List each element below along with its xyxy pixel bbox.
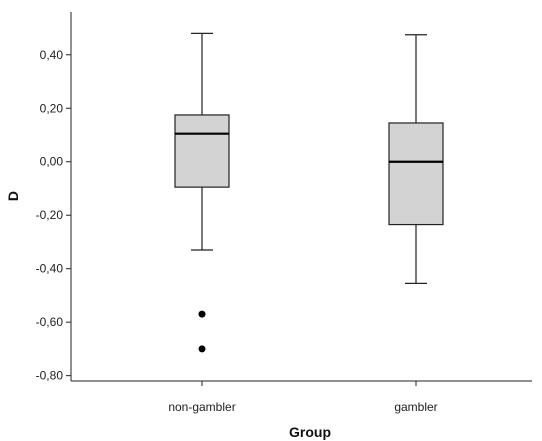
- outlier-point: [198, 310, 206, 318]
- iqr-box: [388, 122, 444, 226]
- box-gambler: [388, 34, 444, 285]
- x-tick-label: gambler: [394, 400, 437, 414]
- boxes: [174, 32, 444, 353]
- iqr-box: [174, 114, 230, 188]
- y-tick-label: 0,00: [40, 155, 64, 169]
- y-tick-label: 0,20: [40, 101, 64, 115]
- y-tick-label: -0,20: [36, 208, 64, 222]
- outlier-point: [198, 345, 206, 353]
- axes: [70, 12, 532, 382]
- y-tick-label: -0,60: [36, 315, 64, 329]
- x-axis-title: Group: [289, 424, 331, 440]
- y-tick-label: -0,40: [36, 262, 64, 276]
- y-ticks: -0,80 -0,60 -0,40 -0,20 0,00 0,20 0,40: [36, 48, 71, 383]
- x-ticks: non-gambler gambler: [168, 381, 438, 414]
- y-axis-title: D: [5, 191, 21, 201]
- y-tick-label: -0,80: [36, 369, 64, 383]
- box-non-gambler: [174, 32, 230, 353]
- y-tick-label: 0,40: [40, 48, 64, 62]
- x-tick-label: non-gambler: [168, 400, 235, 414]
